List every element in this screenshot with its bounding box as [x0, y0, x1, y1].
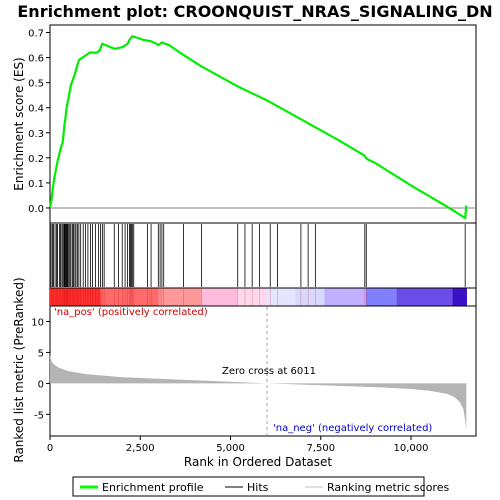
es-y-tick-label: 0.7 — [28, 29, 44, 40]
x-tick-label: 10,000 — [394, 443, 429, 454]
legend-ranking-metric-scores-label: Ranking metric scores — [327, 481, 449, 494]
metric-y-tick-label: 0 — [38, 379, 44, 390]
ranking-bar-segment — [365, 288, 397, 306]
legend-box — [72, 476, 425, 497]
ranking-bar-segment — [295, 288, 325, 306]
ranking-bar-segment — [324, 288, 366, 306]
metric-panel — [49, 305, 477, 437]
x-tick-label: 2,500 — [126, 443, 155, 454]
metric-y-axis-label: Ranked list metric (PreRanked) — [12, 277, 26, 462]
x-tick-label: 7,500 — [306, 443, 335, 454]
es-y-tick-label: 0.4 — [28, 104, 44, 115]
enrichment-profile-line — [48, 35, 468, 220]
ranking-bar-segment — [396, 288, 453, 306]
es-panel — [49, 24, 477, 224]
es-y-tick-label: 0.0 — [28, 204, 44, 215]
hits-panel — [49, 222, 477, 289]
es-y-tick-label: 0.3 — [28, 129, 44, 140]
es-y-axis-label: Enrichment score (ES) — [12, 57, 26, 190]
x-tick-label: 5,000 — [216, 443, 245, 454]
ranking-bar-segment — [100, 288, 159, 306]
es-y-tick-label: 0.5 — [28, 79, 44, 90]
legend-hits-label: Hits — [247, 481, 269, 494]
es-y-tick-label: 0.1 — [28, 179, 44, 190]
es-y-tick-label: 0.2 — [28, 154, 44, 165]
metric-y-tick-label: -5 — [34, 410, 44, 421]
chart-title: Enrichment plot: CROONQUIST_NRAS_SIGNALI… — [17, 2, 492, 21]
legend-enrichment-profile-label: Enrichment profile — [102, 481, 204, 494]
es-y-tick-label: 0.6 — [28, 54, 44, 65]
positive-correlation-label: 'na_pos' (positively correlated) — [54, 307, 208, 318]
ranking-bar-segment — [266, 288, 296, 306]
x-axis-label: Rank in Ordered Dataset — [184, 455, 332, 469]
ranking-bar-segment — [452, 288, 467, 306]
metric-y-tick-label: 5 — [38, 348, 44, 359]
zero-cross-label: Zero cross at 6011 — [222, 366, 316, 377]
ranking-bar-segment — [237, 288, 267, 306]
ranking-bar-segment — [158, 288, 202, 306]
negative-correlation-label: 'na_neg' (negatively correlated) — [273, 423, 432, 434]
ranking-bar-segment — [201, 288, 238, 306]
metric-y-tick-label: 10 — [31, 317, 44, 328]
x-tick-label: 0 — [47, 443, 53, 454]
ranking-bar-segment — [50, 288, 101, 306]
